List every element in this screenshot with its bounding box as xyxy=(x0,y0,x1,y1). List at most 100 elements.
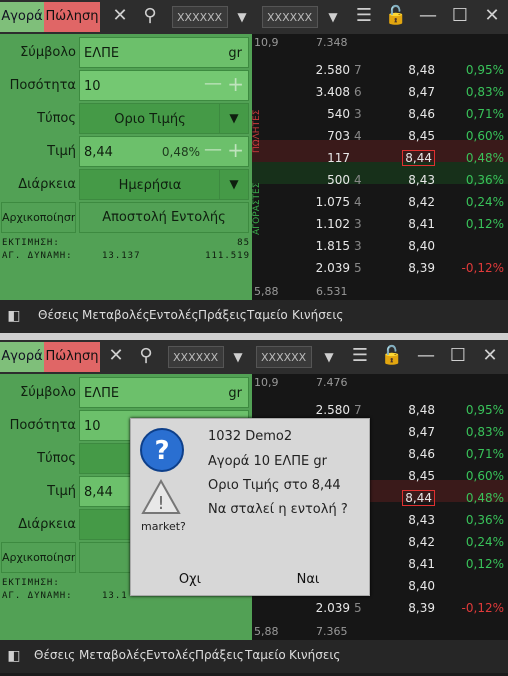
book-qty: 703 xyxy=(327,129,350,143)
symbol-combo-1[interactable]: XXXXXX xyxy=(168,346,224,368)
chevron-down-icon[interactable]: ▼ xyxy=(233,350,243,364)
book-price: 8,44 xyxy=(400,150,435,166)
estimate-value: 85 xyxy=(237,238,250,248)
book-row[interactable]: 8,45 0,60% xyxy=(252,465,508,487)
sell-tab[interactable]: Πώληση xyxy=(44,342,100,372)
chevron-down-icon[interactable]: ▼ xyxy=(328,10,338,24)
symbol-combo-2[interactable]: XXXXXX xyxy=(256,346,312,368)
close-window-icon[interactable]: ✕ xyxy=(484,5,500,26)
book-row[interactable]: 8,46 0,71% xyxy=(252,443,508,465)
plus-icon[interactable]: + xyxy=(227,138,244,162)
minus-icon[interactable]: — xyxy=(204,73,222,94)
estimate-line: ΕΚΤΙΜΗΣΗ: 85 xyxy=(2,238,249,248)
power-label: ΑΓ. ΔΥΝΑΜΗ: xyxy=(2,591,73,601)
nav-trades[interactable]: Πράξεις xyxy=(198,308,247,322)
chevron-down-icon[interactable]: ▼ xyxy=(219,170,248,199)
book-row[interactable]: 8,43 0,36% xyxy=(252,509,508,531)
order-book: 10,9 7.348 ΠΩΛΗΤΕΣ ΑΓΟΡΑΣΤΕΣ 2.580 7 8,48 0… xyxy=(252,34,508,300)
book-foot-left: 5,88 xyxy=(254,285,279,298)
book-row[interactable]: 540 3 8,46 0,71% xyxy=(252,103,508,125)
plus-icon[interactable]: + xyxy=(227,72,244,96)
minus-icon[interactable]: — xyxy=(204,139,222,160)
buy-tab[interactable]: Αγορά xyxy=(0,2,44,32)
nav-orders[interactable]: Εντολές xyxy=(149,308,199,322)
panel-toggle-icon[interactable]: ◧ xyxy=(7,308,21,324)
init-button[interactable]: Αρχικοποίηση xyxy=(1,542,76,573)
book-pct: 0,48% xyxy=(465,491,504,505)
lock-icon[interactable]: 🔓 xyxy=(384,5,408,26)
symbol-field[interactable]: ΕΛΠΕ gr xyxy=(79,377,249,408)
book-row[interactable]: 2.039 5 8,39 -0,12% xyxy=(252,257,508,279)
nav-cash[interactable]: Ταμείο xyxy=(245,648,286,662)
book-qty: 1.075 xyxy=(315,195,350,209)
duration-select[interactable]: Ημερήσια ▼ xyxy=(79,169,249,200)
book-head-right: 7.348 xyxy=(316,36,348,49)
book-qty: 3.408 xyxy=(315,85,350,99)
power-value-1: 13.137 xyxy=(102,251,141,261)
no-button[interactable]: Οχι xyxy=(178,572,202,587)
book-row[interactable]: 8,40 xyxy=(252,575,508,597)
book-head-left: 10,9 xyxy=(254,36,279,49)
nav-changes[interactable]: Μεταβολές xyxy=(79,648,147,662)
search-icon[interactable]: ⚲ xyxy=(143,5,157,26)
buy-highlight xyxy=(252,162,508,184)
book-qty: 540 xyxy=(327,107,350,121)
chevron-down-icon[interactable]: ▼ xyxy=(219,104,248,133)
book-price: 8,46 xyxy=(408,107,435,121)
close-icon[interactable]: ✕ xyxy=(112,5,128,26)
panel-toggle-icon[interactable]: ◧ xyxy=(7,648,21,664)
nav-movements[interactable]: Κινήσεις xyxy=(289,648,341,662)
nav-cash[interactable]: Ταμείο xyxy=(247,308,288,322)
book-price: 8,47 xyxy=(408,85,435,99)
book-price: 8,48 xyxy=(408,403,435,417)
buy-tab[interactable]: Αγορά xyxy=(0,342,44,372)
symbol-value: ΕΛΠΕ xyxy=(84,386,120,401)
book-row[interactable]: 2.039 5 8,39 -0,12% xyxy=(252,597,508,619)
lock-icon[interactable]: 🔓 xyxy=(380,345,404,366)
book-row[interactable]: 117 8,44 0,48% xyxy=(252,147,508,169)
book-row[interactable]: 1.075 4 8,42 0,24% xyxy=(252,191,508,213)
nav-changes[interactable]: Μεταβολές xyxy=(82,308,150,322)
book-row[interactable]: 500 4 8,43 0,36% xyxy=(252,169,508,191)
book-price: 8,43 xyxy=(408,173,435,187)
minimize-icon[interactable]: — xyxy=(417,345,435,366)
init-button[interactable]: Αρχικοποίηση xyxy=(1,202,76,233)
book-pct: 0,95% xyxy=(465,403,504,417)
maximize-icon[interactable]: ☐ xyxy=(449,345,467,366)
type-select[interactable]: Οριο Τιμής ▼ xyxy=(79,103,249,134)
close-icon[interactable]: ✕ xyxy=(108,345,124,366)
book-row[interactable]: 3.408 6 8,47 0,83% xyxy=(252,81,508,103)
book-row[interactable]: 2.580 7 8,48 0,95% xyxy=(252,399,508,421)
menu-icon[interactable]: ☰ xyxy=(355,5,373,26)
minimize-icon[interactable]: — xyxy=(419,5,437,26)
yes-button[interactable]: Ναι xyxy=(296,572,320,587)
book-row[interactable]: 1.815 3 8,40 xyxy=(252,235,508,257)
book-row[interactable]: 703 4 8,45 0,60% xyxy=(252,125,508,147)
search-icon[interactable]: ⚲ xyxy=(139,345,153,366)
price-field[interactable]: 8,44 0,48% — + xyxy=(79,136,249,167)
nav-movements[interactable]: Κινήσεις xyxy=(292,308,344,322)
send-order-button[interactable]: Αποστολή Εντολής xyxy=(79,202,249,233)
nav-positions[interactable]: Θέσεις xyxy=(34,648,76,662)
book-price: 8,45 xyxy=(408,469,435,483)
nav-positions[interactable]: Θέσεις xyxy=(38,308,80,322)
book-pct: 0,12% xyxy=(465,217,504,231)
nav-orders[interactable]: Εντολές xyxy=(146,648,196,662)
menu-icon[interactable]: ☰ xyxy=(351,345,369,366)
book-row[interactable]: 1.102 3 8,41 0,12% xyxy=(252,213,508,235)
book-row[interactable]: 2.580 7 8,48 0,95% xyxy=(252,59,508,81)
symbol-combo-1[interactable]: XXXXXX xyxy=(172,6,228,28)
book-row[interactable]: 8,44 0,48% xyxy=(252,487,508,509)
symbol-combo-2[interactable]: XXXXXX xyxy=(262,6,318,28)
symbol-field[interactable]: ΕΛΠΕ gr xyxy=(79,37,249,68)
nav-trades[interactable]: Πράξεις xyxy=(195,648,244,662)
book-pct: -0,12% xyxy=(461,261,504,275)
close-window-icon[interactable]: ✕ xyxy=(482,345,498,366)
chevron-down-icon[interactable]: ▼ xyxy=(237,10,247,24)
type-label: Τύπος xyxy=(37,451,76,466)
chevron-down-icon[interactable]: ▼ xyxy=(324,350,334,364)
maximize-icon[interactable]: ☐ xyxy=(451,5,469,26)
quantity-field[interactable]: 10 — + xyxy=(79,70,249,101)
book-pct: 0,95% xyxy=(465,63,504,77)
sell-tab[interactable]: Πώληση xyxy=(44,2,100,32)
